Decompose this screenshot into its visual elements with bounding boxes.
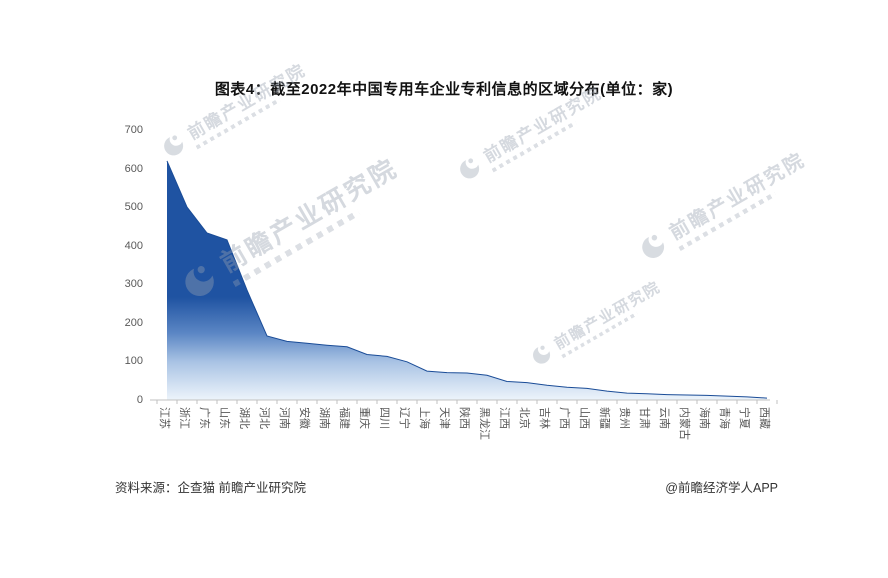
x-tick-label: 陕西 — [458, 407, 470, 429]
x-tick-label: 重庆 — [358, 407, 370, 429]
x-tick-label: 广东 — [198, 407, 210, 429]
x-tick-label: 四川 — [378, 407, 390, 429]
area-chart — [150, 160, 778, 404]
x-tick-label: 云南 — [658, 407, 670, 429]
y-axis-labels: 0 100 200 300 400 500 600 700 — [95, 124, 143, 408]
x-tick-label: 山东 — [218, 407, 230, 429]
data-source-text: 资料来源：企查猫 前瞻产业研究院 — [115, 481, 306, 495]
x-tick-label: 福建 — [338, 407, 350, 429]
x-tick-label: 新疆 — [598, 407, 610, 429]
x-tick-label: 天津 — [438, 407, 450, 429]
chart-title: 图表4：截至2022年中国专用车企业专利信息的区域分布(单位：家) — [214, 81, 674, 98]
y-tick-label: 200 — [124, 317, 143, 329]
x-axis-labels: 江苏 浙江 广东 山东 湖北 河北 河南 安徽 湖南 福建 重庆 四川 辽宁 上海 天津 陕西 黑龙江 江西 北京吉… — [150, 130, 790, 440]
x-tick-label: 海南 — [698, 407, 710, 429]
x-tick-label: 山西 — [578, 407, 590, 429]
x-tick-label: 贵州 — [618, 407, 630, 429]
y-tick-label: 100 — [124, 355, 143, 367]
x-tick-label: 甘肃 — [638, 407, 650, 429]
x-tick-label: 黑龙江 — [478, 407, 490, 440]
x-tick-label: 广西 — [558, 407, 570, 429]
y-tick-label: 600 — [124, 163, 143, 175]
series-line — [166, 160, 768, 399]
x-tick-label: 北京 — [518, 407, 530, 429]
area-series — [167, 160, 767, 400]
x-tick-label: 湖南 — [318, 407, 330, 429]
x-tick-label: 上海 — [418, 407, 430, 429]
x-tick-label: 江苏 — [158, 407, 170, 429]
y-tick-label: 500 — [124, 201, 143, 213]
y-tick-label: 300 — [124, 278, 143, 290]
x-tick-label: 宁夏 — [738, 407, 750, 429]
y-tick-label: 0 — [136, 394, 143, 406]
y-tick-label: 400 — [124, 240, 143, 252]
y-tick-label: 700 — [124, 124, 143, 136]
x-tick-label: 青海 — [718, 407, 730, 429]
x-tick-label: 西藏 — [758, 407, 770, 429]
x-tick-label: 江西 — [498, 407, 510, 429]
x-tick-label: 河北 — [258, 407, 270, 429]
x-tick-label: 内蒙古 — [678, 407, 690, 440]
x-tick-label: 湖北 — [238, 407, 250, 429]
x-tick-label: 吉林 — [538, 407, 550, 429]
credit-text: @前瞻经济学人APP — [665, 481, 778, 495]
x-tick-label: 浙江 — [178, 407, 190, 429]
x-tick-label: 河南 — [278, 407, 290, 429]
plot-area — [150, 130, 780, 408]
x-tick-label: 辽宁 — [398, 407, 410, 429]
x-tick-label: 安徽 — [298, 407, 310, 429]
